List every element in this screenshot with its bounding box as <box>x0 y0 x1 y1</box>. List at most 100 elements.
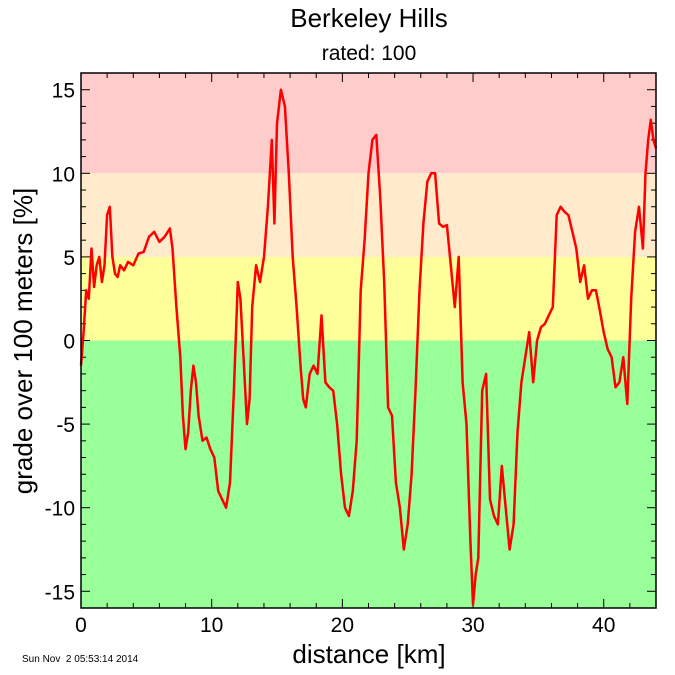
grade-point <box>237 281 239 283</box>
grade-point <box>652 139 654 141</box>
grade-band-0 <box>81 73 656 174</box>
grade-point <box>407 523 409 525</box>
grade-point <box>179 356 181 358</box>
grade-point <box>106 214 108 216</box>
grade-point <box>98 256 100 258</box>
grade-point <box>209 448 211 450</box>
y-tick-label: -15 <box>45 581 75 604</box>
grade-point <box>647 139 649 141</box>
grade-point <box>556 214 558 216</box>
grade-point <box>109 206 111 208</box>
grade-point <box>477 557 479 559</box>
grade-series-line <box>79 88 658 606</box>
grade-point <box>243 373 245 375</box>
grade-point <box>611 356 613 358</box>
grade-point <box>552 306 554 308</box>
grade-point <box>505 507 507 509</box>
grade-point <box>650 119 652 121</box>
grade-point <box>509 548 511 550</box>
grade-point <box>536 340 538 342</box>
grade-point <box>101 281 103 283</box>
grade-point <box>336 423 338 425</box>
grade-point <box>249 398 251 400</box>
grade-point <box>127 261 129 263</box>
grade-point <box>88 298 90 300</box>
grade-point <box>567 214 569 216</box>
grade-point <box>138 253 140 255</box>
grade-point <box>169 227 171 229</box>
grade-point <box>501 465 503 467</box>
grade-point <box>575 248 577 250</box>
grade-point <box>198 415 200 417</box>
grade-point <box>153 231 155 233</box>
grade-point <box>513 523 515 525</box>
grade-point <box>638 206 640 208</box>
x-tick-label: 20 <box>331 614 354 637</box>
y-tick-label: 5 <box>63 247 75 270</box>
grade-point <box>438 222 440 224</box>
grade-point <box>175 306 177 308</box>
grade-point <box>626 403 628 405</box>
grade-point <box>520 381 522 383</box>
grade-point <box>340 473 342 475</box>
grade-point <box>458 256 460 258</box>
grade-point <box>352 490 354 492</box>
grade-point <box>309 373 311 375</box>
y-tick-label: 15 <box>52 80 75 103</box>
grade-point <box>391 415 393 417</box>
grade-point <box>251 306 253 308</box>
grade-point <box>599 309 601 311</box>
grade-point <box>375 134 377 136</box>
grade-point <box>383 281 385 283</box>
grade-point <box>195 381 197 383</box>
grade-point <box>645 172 647 174</box>
grade-point <box>132 264 134 266</box>
grade-point <box>583 264 585 266</box>
grade-point <box>469 540 471 542</box>
grade-point <box>271 139 273 141</box>
grade-point <box>622 356 624 358</box>
grade-point <box>213 457 215 459</box>
grade-point <box>564 211 566 213</box>
grade-point <box>387 406 389 408</box>
grade-point <box>579 281 581 283</box>
grade-point <box>217 490 219 492</box>
grade-point <box>192 365 194 367</box>
grade-point <box>233 390 235 392</box>
grade-point <box>415 390 417 392</box>
grade-point <box>302 398 304 400</box>
grade-point <box>489 498 491 500</box>
grade-point <box>332 390 334 392</box>
grade-point <box>371 139 373 141</box>
grade-point <box>119 264 121 266</box>
grade-point <box>90 248 92 250</box>
grade-point <box>475 574 477 576</box>
grade-point <box>185 448 187 450</box>
grade-point <box>403 548 405 550</box>
grade-point <box>324 381 326 383</box>
x-tick-label: 40 <box>592 614 615 637</box>
grade-point <box>481 390 483 392</box>
grade-point <box>548 314 550 316</box>
grade-point <box>524 356 526 358</box>
grade-point <box>485 373 487 375</box>
grade-point <box>313 365 315 367</box>
grade-point <box>143 251 145 253</box>
grade-point <box>205 436 207 438</box>
tick-labels: 0 10 20 30 40 15 10 5 0 -5 -10 -15 <box>45 80 616 637</box>
grade-point <box>259 281 261 283</box>
grade-point <box>276 122 278 124</box>
grade-point <box>411 473 413 475</box>
grade-point <box>123 269 125 271</box>
axes <box>80 72 657 609</box>
grade-point <box>454 306 456 308</box>
grade-point <box>111 256 113 258</box>
grade-point <box>348 515 350 517</box>
grade-point <box>571 231 573 233</box>
grade-point <box>83 331 85 333</box>
grade-point <box>356 440 358 442</box>
grade-point <box>442 226 444 228</box>
x-tick-label: 0 <box>75 614 87 637</box>
grade-point <box>273 222 275 224</box>
chart-subtitle: rated: 100 <box>322 42 417 65</box>
